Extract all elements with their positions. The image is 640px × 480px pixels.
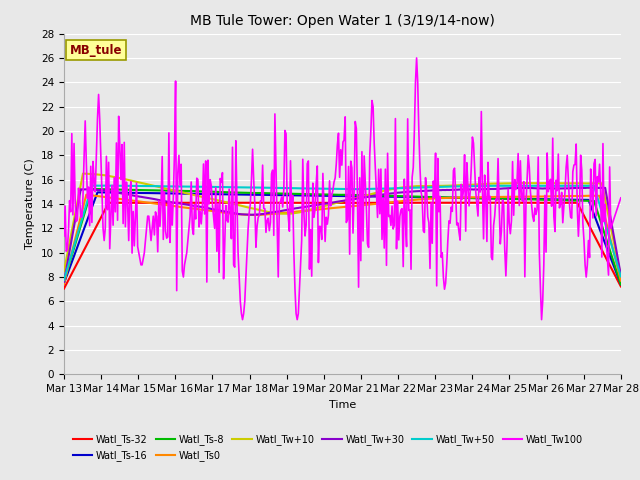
Watl_Ts0 [393, 199, 401, 204]
Watl_Tw+30 [617, 272, 625, 278]
Watl_Ts-8 [88, 186, 96, 192]
Watl_Ts-16 [617, 281, 625, 287]
Watl_Tw100 [239, 317, 246, 323]
Watl_Ts-32 [60, 286, 68, 291]
Line: Watl_Tw+30: Watl_Tw+30 [64, 188, 621, 282]
Watl_Ts0 [329, 205, 337, 211]
Watl_Ts-32 [476, 200, 484, 205]
Watl_Ts-8 [393, 193, 401, 199]
Watl_Ts-16 [605, 250, 612, 255]
Watl_Ts-8 [605, 243, 612, 249]
Text: MB_tule: MB_tule [70, 44, 122, 57]
Watl_Ts-8 [362, 192, 370, 198]
Watl_Ts-8 [617, 281, 625, 287]
Watl_Tw100 [519, 198, 527, 204]
Watl_Ts-32 [324, 200, 332, 206]
Watl_Tw+30 [584, 185, 591, 191]
Line: Watl_Ts-16: Watl_Ts-16 [64, 192, 621, 284]
Watl_Tw+50 [108, 183, 116, 189]
Watl_Tw100 [326, 178, 333, 184]
Line: Watl_Tw+10: Watl_Tw+10 [64, 174, 621, 276]
Watl_Tw+10 [326, 202, 333, 207]
Watl_Tw+10 [617, 273, 625, 279]
Watl_Ts-32 [518, 200, 525, 205]
Watl_Ts-8 [326, 192, 333, 197]
Watl_Tw+50 [605, 232, 612, 238]
Watl_Ts-8 [518, 196, 525, 202]
Watl_Ts-8 [329, 192, 337, 197]
Watl_Tw100 [617, 195, 625, 201]
Y-axis label: Temperature (C): Temperature (C) [26, 158, 35, 250]
Watl_Tw+50 [393, 185, 401, 191]
Watl_Ts-32 [392, 200, 399, 206]
Watl_Ts0 [605, 228, 612, 234]
Watl_Tw+10 [605, 213, 612, 219]
Watl_Tw100 [329, 187, 337, 193]
Legend: Watl_Ts-32, Watl_Ts-16, Watl_Ts-8, Watl_Ts0, Watl_Tw+10, Watl_Tw+30, Watl_Tw+50,: Watl_Ts-32, Watl_Ts-16, Watl_Ts-8, Watl_… [69, 431, 587, 465]
Watl_Ts-32 [362, 200, 369, 206]
Watl_Tw+10 [362, 192, 370, 198]
Watl_Ts-16 [97, 190, 105, 195]
Watl_Ts-16 [60, 280, 68, 286]
Watl_Tw+50 [617, 274, 625, 279]
Watl_Tw100 [606, 164, 614, 170]
Watl_Ts-32 [605, 260, 612, 266]
Watl_Tw100 [413, 55, 420, 61]
Watl_Tw+50 [362, 186, 370, 192]
Watl_Tw+30 [60, 279, 68, 285]
Watl_Tw+30 [605, 204, 612, 209]
Watl_Ts-8 [60, 278, 68, 284]
Watl_Ts-16 [326, 193, 333, 199]
Watl_Ts0 [362, 202, 370, 208]
Line: Watl_Ts0: Watl_Ts0 [64, 194, 621, 284]
Watl_Ts-16 [518, 196, 525, 202]
Watl_Ts0 [83, 192, 90, 197]
Watl_Ts0 [60, 281, 68, 287]
Line: Watl_Ts-32: Watl_Ts-32 [64, 203, 621, 288]
Line: Watl_Tw+50: Watl_Tw+50 [64, 186, 621, 280]
Watl_Ts0 [326, 205, 333, 211]
Watl_Tw+30 [324, 201, 332, 206]
Watl_Tw+10 [79, 171, 87, 177]
Watl_Tw+30 [516, 185, 524, 191]
Watl_Tw+50 [326, 186, 333, 192]
Watl_Ts-16 [329, 193, 337, 199]
Watl_Tw+50 [329, 186, 337, 192]
Watl_Tw+10 [393, 185, 401, 191]
Watl_Tw+10 [60, 268, 68, 274]
Watl_Ts-16 [362, 193, 370, 199]
Watl_Tw100 [362, 205, 370, 211]
X-axis label: Time: Time [329, 400, 356, 409]
Line: Watl_Ts-8: Watl_Ts-8 [64, 189, 621, 284]
Watl_Tw+30 [362, 194, 369, 200]
Watl_Tw+50 [518, 183, 525, 189]
Watl_Ts-32 [617, 284, 625, 289]
Watl_Tw+50 [60, 277, 68, 283]
Watl_Tw+30 [328, 200, 335, 205]
Watl_Tw+10 [518, 180, 525, 186]
Watl_Ts-16 [393, 194, 401, 200]
Watl_Ts-32 [328, 200, 335, 206]
Watl_Ts0 [617, 278, 625, 284]
Watl_Tw100 [60, 233, 68, 239]
Watl_Tw+30 [392, 190, 399, 196]
Line: Watl_Tw100: Watl_Tw100 [64, 58, 621, 320]
Watl_Tw+10 [329, 201, 337, 207]
Watl_Tw100 [393, 246, 401, 252]
Watl_Ts0 [518, 194, 525, 200]
Title: MB Tule Tower: Open Water 1 (3/19/14-now): MB Tule Tower: Open Water 1 (3/19/14-now… [190, 14, 495, 28]
